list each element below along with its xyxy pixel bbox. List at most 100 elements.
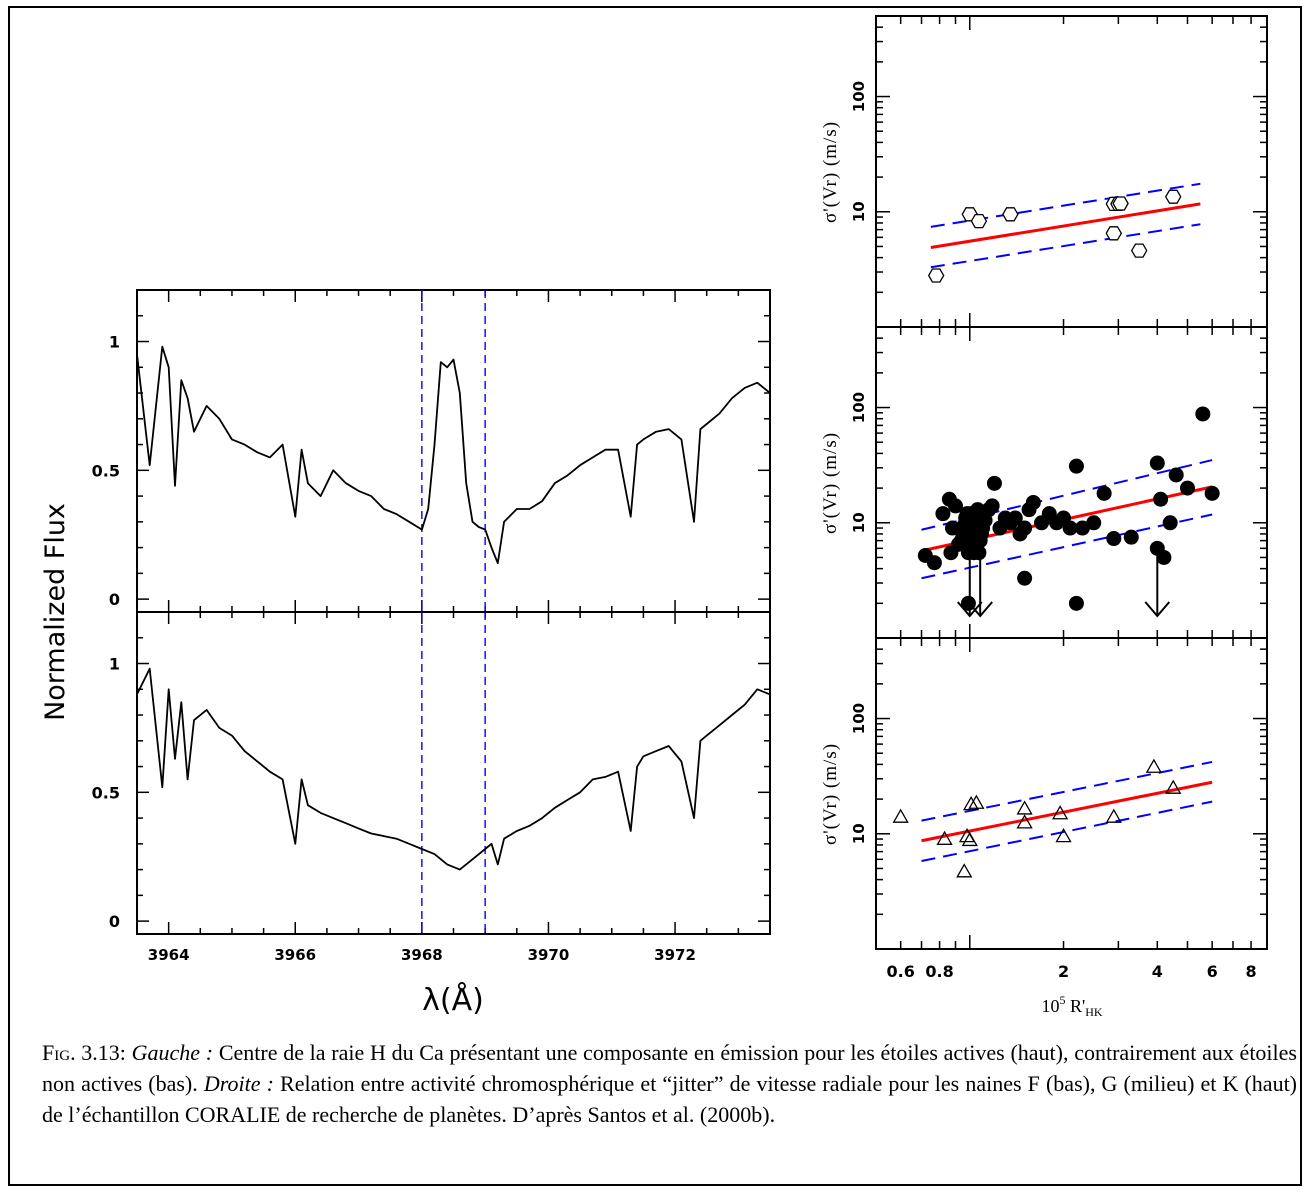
data-point bbox=[1106, 531, 1122, 547]
data-point bbox=[1164, 189, 1182, 204]
data-point bbox=[1153, 491, 1169, 507]
spec-y-tick-label: 0 bbox=[109, 912, 120, 931]
jitter-panels: 10 100 10 100 10 100 0.6 0.8 2 4 6 8 σ'(Vr) (m/s) σ… bbox=[820, 15, 1268, 1019]
data-point bbox=[948, 498, 964, 514]
spectrum-top-frame bbox=[136, 289, 771, 613]
data-point bbox=[892, 808, 909, 823]
data-point bbox=[1017, 570, 1033, 586]
jitter-lower-bound bbox=[921, 800, 1213, 863]
left-y-axis-label: Normalized Flux bbox=[40, 503, 71, 721]
data-point bbox=[1165, 779, 1182, 794]
jitter-x-tick-label: 6 bbox=[1207, 962, 1218, 981]
data-point bbox=[1017, 520, 1033, 536]
figure-frame bbox=[8, 6, 1302, 1186]
data-point bbox=[1156, 549, 1172, 565]
data-point bbox=[1016, 800, 1033, 815]
jitter-ticks: 10 100 10 100 10 100 0.6 0.8 2 4 6 8 bbox=[850, 15, 1268, 981]
data-point bbox=[1068, 595, 1084, 611]
spec-y-tick-label: 0.5 bbox=[92, 461, 120, 480]
data-point bbox=[1074, 520, 1090, 536]
data-point bbox=[936, 830, 953, 845]
caption-right-text: Relation entre activité chromosphérique … bbox=[42, 1071, 1298, 1127]
data-point bbox=[1195, 406, 1211, 422]
data-point bbox=[970, 213, 988, 229]
data-point bbox=[1016, 814, 1033, 829]
caption-fig-label: Fig. bbox=[42, 1040, 76, 1065]
data-point bbox=[935, 506, 951, 522]
spectrum-bottom-frame bbox=[136, 611, 771, 935]
caption-left-text: Centre de la raie H du Ca présentant une… bbox=[42, 1040, 1297, 1096]
data-point bbox=[926, 555, 942, 571]
jitter-y-tick-label: 10 bbox=[850, 201, 868, 222]
figure-caption: Fig. 3.13: Gauche : Centre de la raie H … bbox=[42, 1037, 1297, 1130]
data-point bbox=[968, 794, 985, 809]
spec-y-tick-label: 0 bbox=[109, 590, 120, 609]
spectrum-bottom-ticks: 0 0.5 1 3964 3966 3968 3970 3972 bbox=[92, 612, 771, 964]
spectrum-top-line bbox=[136, 345, 771, 564]
spectrum-top-ticks: 00.51 bbox=[92, 290, 771, 612]
spec-x-tick-label: 3966 bbox=[274, 946, 316, 964]
data-point bbox=[966, 545, 982, 561]
F-y-axis-label: σ'(Vr) (m/s) bbox=[820, 743, 841, 845]
left-x-axis-label: λ(Å) bbox=[422, 982, 484, 1018]
spectrum-bottom-line bbox=[136, 667, 771, 871]
jitter-fit-line bbox=[921, 780, 1213, 843]
spec-y-tick-label: 1 bbox=[109, 333, 120, 352]
jitter-G-frame bbox=[875, 326, 1268, 639]
data-point bbox=[1096, 485, 1112, 501]
spec-y-tick-label: 1 bbox=[109, 655, 120, 674]
data-point bbox=[1007, 510, 1023, 526]
data-point bbox=[970, 502, 986, 518]
spec-x-tick-label: 3968 bbox=[401, 946, 443, 964]
data-point bbox=[984, 498, 1000, 514]
data-point bbox=[1055, 828, 1072, 843]
data-point bbox=[1025, 494, 1041, 510]
data-point bbox=[1162, 515, 1178, 531]
caption-right-head: Droite : bbox=[203, 1071, 274, 1096]
data-point bbox=[956, 863, 973, 878]
spec-y-tick-label: 0.5 bbox=[92, 783, 120, 802]
jitter-x-tick-label: 0.8 bbox=[925, 962, 953, 981]
data-point bbox=[1062, 520, 1078, 536]
data-point bbox=[1179, 480, 1195, 496]
jitter-x-tick-label: 4 bbox=[1152, 962, 1163, 981]
caption-fig-number: 3.13: bbox=[75, 1040, 132, 1065]
jitter-y-tick-label: 10 bbox=[850, 512, 868, 533]
data-point bbox=[1123, 529, 1139, 545]
jitter-markers bbox=[892, 189, 1220, 878]
data-point bbox=[986, 475, 1002, 491]
jitter-upper-bound bbox=[921, 760, 1213, 822]
jitter-x-tick-label: 8 bbox=[1245, 962, 1256, 981]
data-point bbox=[1086, 515, 1102, 531]
spec-x-tick-label: 3970 bbox=[528, 946, 570, 964]
caption-left-head: Gauche : bbox=[131, 1040, 214, 1065]
jitter-fit-line bbox=[930, 202, 1201, 249]
data-point bbox=[1105, 808, 1122, 823]
jitter-x-tick-label: 2 bbox=[1058, 962, 1069, 981]
xlabel-subscript: HK bbox=[1085, 1005, 1103, 1019]
G-y-axis-label: σ'(Vr) (m/s) bbox=[820, 432, 841, 534]
data-point bbox=[1068, 458, 1084, 474]
data-point bbox=[1112, 196, 1129, 211]
jitter-y-tick-label: 100 bbox=[850, 703, 868, 734]
K-y-axis-label: σ'(Vr) (m/s) bbox=[820, 121, 841, 223]
jitter-lower-bound bbox=[930, 223, 1201, 269]
xlabel-prefix: 10 bbox=[1041, 996, 1059, 1016]
jitter-y-tick-label: 100 bbox=[850, 392, 868, 423]
data-point bbox=[1145, 758, 1162, 773]
data-point bbox=[960, 595, 976, 611]
spec-x-tick-label: 3964 bbox=[148, 946, 190, 964]
data-point bbox=[1051, 805, 1069, 820]
data-point bbox=[961, 831, 978, 847]
jitter-y-tick-label: 10 bbox=[850, 823, 868, 844]
data-point bbox=[1105, 226, 1123, 241]
data-point bbox=[962, 796, 980, 811]
data-point bbox=[1168, 467, 1184, 483]
xlabel-main: R' bbox=[1065, 996, 1085, 1016]
jitter-F-frame bbox=[875, 637, 1268, 950]
data-point bbox=[1149, 455, 1165, 471]
data-point bbox=[1002, 207, 1019, 222]
right-x-axis-label: 105 R'HK bbox=[1041, 993, 1102, 1019]
